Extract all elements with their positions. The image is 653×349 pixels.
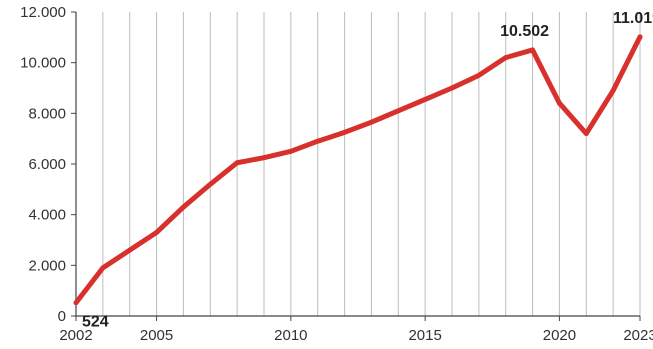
data-point-2023 <box>637 34 643 40</box>
data-point-2011 <box>315 138 321 144</box>
data-point-2005 <box>154 230 159 235</box>
data-label-2023: 11.019 <box>613 10 653 27</box>
data-point-2008 <box>234 160 240 166</box>
data-point-2002 <box>73 300 79 306</box>
series-layer <box>73 34 643 306</box>
x-tick-label: 2002 <box>59 327 92 344</box>
data-point-2018 <box>503 55 509 60</box>
data-point-2006 <box>181 204 186 210</box>
x-tick-label: 2023 <box>623 327 653 344</box>
data-point-2013 <box>369 119 374 125</box>
y-tick-label: 8.000 <box>28 105 66 122</box>
data-point-2017 <box>476 72 482 78</box>
x-tick-label: 2020 <box>543 327 576 344</box>
data-point-2003 <box>100 265 106 271</box>
x-tick-label: 2010 <box>274 327 307 344</box>
data-point-2009 <box>261 155 267 161</box>
x-tick-label: 2015 <box>408 327 441 344</box>
data-label-2019: 10.502 <box>500 23 549 40</box>
y-tick-label: 12.000 <box>20 4 66 21</box>
x-axis: 2002 2005 2010 2015 2020 2023 <box>59 315 653 344</box>
data-point-2004 <box>127 247 133 253</box>
data-point-2019 <box>530 47 535 53</box>
data-point-2015 <box>422 97 428 102</box>
data-labels: 524 10.502 11.019 <box>82 10 653 331</box>
y-tick-label: 2.000 <box>28 257 66 274</box>
data-point-2007 <box>207 181 213 187</box>
data-point-2014 <box>395 108 401 114</box>
y-tick-label: 10.000 <box>20 55 66 72</box>
y-tick-label: 6.000 <box>28 156 66 173</box>
vertical-gridlines <box>75 12 641 316</box>
data-point-2022 <box>610 88 616 93</box>
y-axis: 0 2.000 4.000 6.000 8.000 10.000 12.000 <box>20 4 77 325</box>
data-label-2002: 524 <box>82 314 109 331</box>
data-point-2020 <box>557 100 562 106</box>
data-point-2021 <box>583 131 589 137</box>
series-line <box>73 34 643 306</box>
y-tick-label: 4.000 <box>28 207 66 224</box>
y-tick-label: 0 <box>58 308 66 325</box>
x-tick-label: 2005 <box>140 327 173 344</box>
data-point-2012 <box>342 129 347 135</box>
data-point-2010 <box>288 148 294 154</box>
data-point-2016 <box>449 85 455 91</box>
